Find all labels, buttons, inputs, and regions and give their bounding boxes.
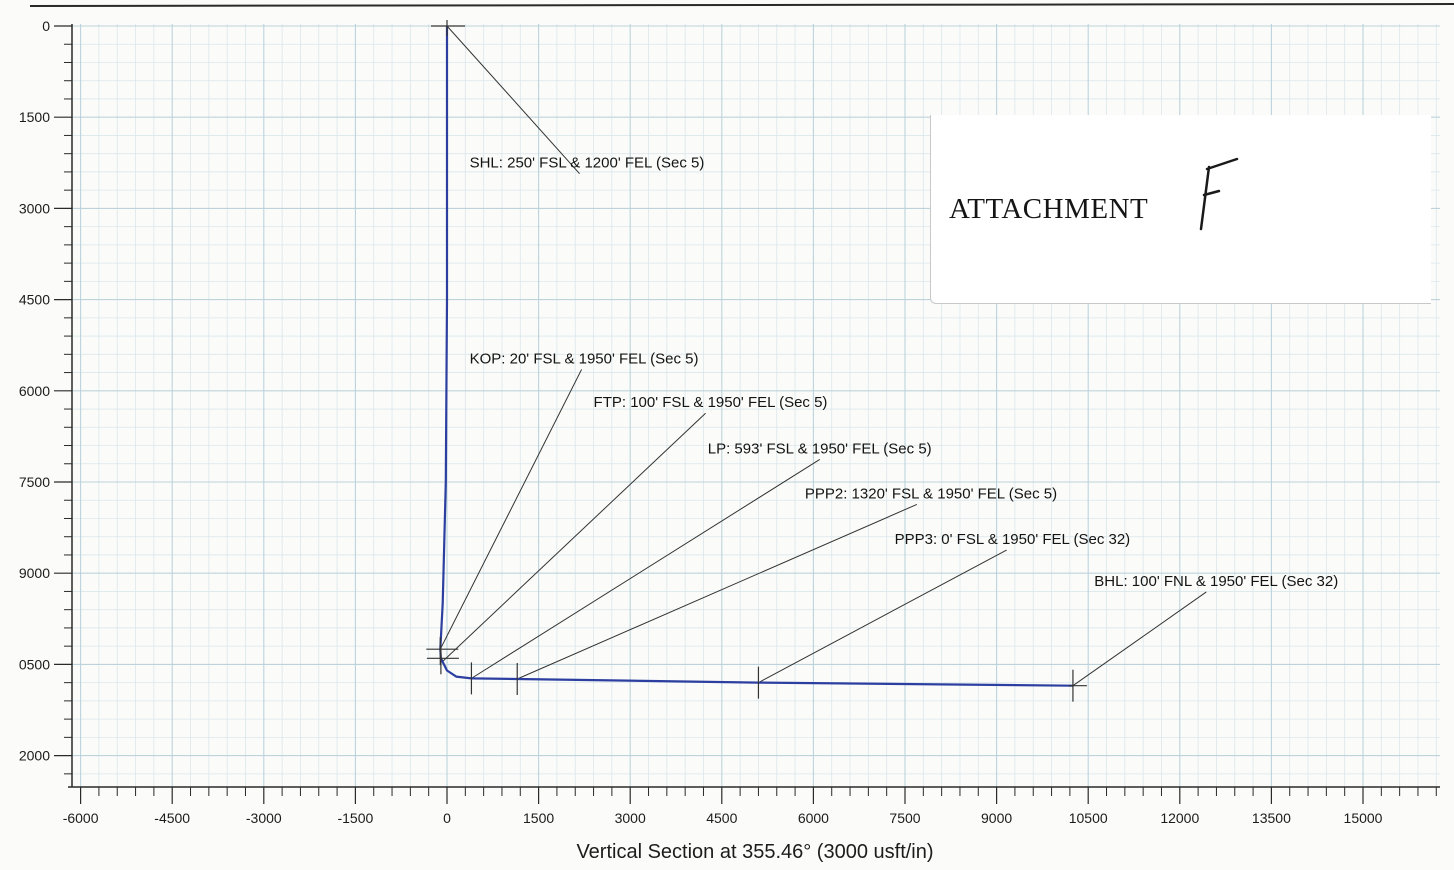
x-tick-label: 1500 [523,810,554,826]
y-tick-label: 3000 [19,200,50,216]
leader-line [758,549,1007,684]
x-tick-label: 6000 [798,810,829,826]
x-tick-label: 9000 [981,810,1012,826]
annotation-label: PPP2: 1320' FSL & 1950' FEL (Sec 5) [805,485,1057,502]
annotation-labels: SHL: 250' FSL & 1200' FEL (Sec 5) KOP: 20… [470,155,1339,590]
annotation-label: BHL: 100' FNL & 1950' FEL (Sec 32) [1094,573,1338,590]
y-tick-label: 0 [42,18,50,34]
leader-line [517,503,918,680]
point-markers [426,20,1087,702]
x-tick-label: 10500 [1069,810,1108,826]
leader-line [446,25,580,174]
x-tick-label: -6000 [63,810,99,826]
attachment-letter-f-icon [1199,157,1239,231]
top-border [29,3,1454,7]
x-tick-label: -4500 [154,810,190,826]
annotation-label: SHL: 250' FSL & 1200' FEL (Sec 5) [470,155,705,172]
well-path [439,26,1073,687]
leader-line [471,459,821,679]
y-tick-label: 9000 [19,565,50,581]
x-tick-label: -3000 [246,810,282,826]
leader-line [442,412,706,662]
x-tick-label: 15000 [1344,810,1383,826]
y-tick-label: 4500 [19,292,50,308]
x-axis-label: Vertical Section at 355.46° (3000 usft/i… [576,841,933,863]
y-tick-label: 0500 [19,656,50,672]
x-tick-label: 0 [443,810,451,826]
y-tick-label: 1500 [19,109,50,125]
y-axis-ticks: 0 1500 3000 4500 6000 7500 9000 0500 2000 [19,18,72,775]
x-tick-label: -1500 [337,810,373,826]
y-tick-label: 2000 [19,748,50,764]
y-tick-label: 6000 [19,383,50,399]
leader-line [439,369,583,650]
leader-lines [439,25,1207,687]
leader-line [1072,591,1207,687]
annotation-label: FTP: 100' FSL & 1950' FEL (Sec 5) [594,394,828,411]
annotation-label: LP: 593' FSL & 1950' FEL (Sec 5) [708,440,932,457]
well-path-line [439,26,1073,687]
x-tick-label: 12000 [1160,810,1199,826]
attachment-label: ATTACHMENT [949,193,1149,225]
x-axis-ticks: -6000 -4500 -3000 -1500 0 1500 3000 4500 6000 750… [63,787,1437,826]
annotation-label: KOP: 20' FSL & 1950' FEL (Sec 5) [470,350,699,367]
minor-grid [72,24,1440,787]
attachment-stamp: ATTACHMENT [930,115,1431,304]
x-tick-label: 7500 [889,810,920,826]
x-tick-label: 13500 [1252,810,1291,826]
annotation-label: PPP3: 0' FSL & 1950' FEL (Sec 32) [895,531,1131,548]
x-tick-label: 3000 [615,810,646,826]
y-tick-label: 7500 [19,474,50,490]
x-tick-label: 4500 [706,810,737,826]
